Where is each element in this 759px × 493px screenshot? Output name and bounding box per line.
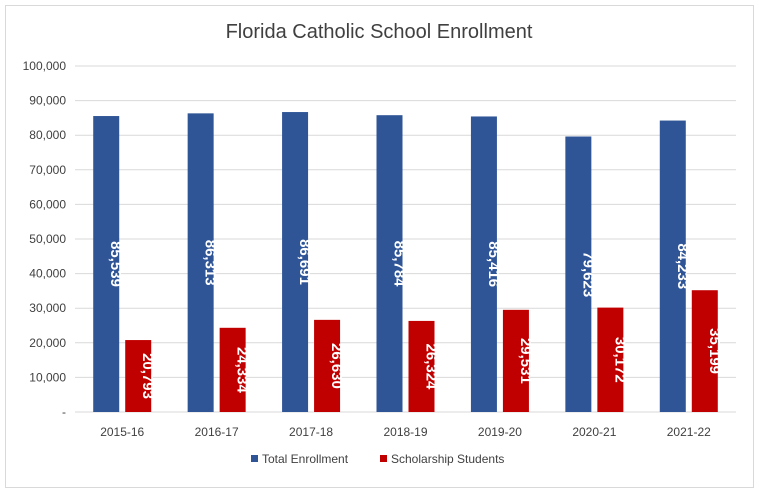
total-enrollment-bar (565, 136, 592, 412)
total-enrollment-bar (659, 120, 686, 412)
x-axis-tick-labels: 2015-16 2016-17 2017-18 2018-19 2019-20 2020-… (100, 425, 711, 439)
y-tick-label: - (62, 405, 66, 419)
scholarship-students-bar (125, 340, 152, 412)
scholarship-students-bar (408, 320, 435, 412)
total-enrollment-data-label: 86,691 (296, 239, 313, 285)
total-enrollment-data-label: 85,539 (107, 241, 124, 287)
bars (93, 112, 718, 413)
y-tick-label: 50,000 (29, 232, 66, 246)
total-enrollment-data-label: 85,416 (485, 241, 502, 287)
legend: Total Enrollment Scholarship Students (251, 452, 504, 466)
y-axis-tick-labels: - 10,000 20,000 30,000 40,000 50,000 60,000 70,… (23, 59, 67, 419)
scholarship-students-data-label: 29,531 (517, 338, 534, 384)
scholarship-students-bar (597, 307, 624, 412)
total-enrollment-bar (187, 113, 214, 412)
legend-label-total-enrollment: Total Enrollment (262, 452, 349, 466)
x-tick-label: 2015-16 (100, 425, 144, 439)
scholarship-students-bar (691, 290, 718, 412)
total-enrollment-data-label: 85,784 (391, 241, 408, 288)
x-tick-label: 2020-21 (572, 425, 616, 439)
y-tick-label: 60,000 (29, 197, 66, 211)
total-enrollment-bar (282, 112, 309, 413)
y-tick-label: 100,000 (23, 59, 67, 73)
gridlines (75, 65, 736, 413)
total-enrollment-bar (470, 116, 497, 413)
y-tick-label: 20,000 (29, 336, 66, 350)
scholarship-students-data-label: 20,793 (139, 353, 156, 399)
y-tick-label: 90,000 (29, 94, 66, 108)
scholarship-students-data-label: 30,172 (611, 337, 628, 383)
x-tick-label: 2018-19 (383, 425, 427, 439)
scholarship-students-bar (314, 319, 341, 412)
y-tick-label: 10,000 (29, 370, 66, 384)
y-tick-label: 70,000 (29, 163, 66, 177)
total-enrollment-bar (93, 116, 120, 412)
x-tick-label: 2017-18 (289, 425, 333, 439)
total-enrollment-data-label: 84,233 (674, 243, 691, 289)
scholarship-students-bar (219, 327, 246, 412)
scholarship-students-bar (502, 309, 529, 412)
scholarship-students-data-label: 24,334 (234, 347, 251, 394)
scholarship-students-data-label: 26,324 (423, 344, 440, 391)
x-tick-label: 2019-20 (478, 425, 522, 439)
total-enrollment-data-label: 86,313 (202, 240, 219, 286)
y-tick-label: 80,000 (29, 128, 66, 142)
scholarship-students-data-label: 35,199 (706, 328, 723, 374)
x-tick-label: 2016-17 (195, 425, 239, 439)
total-enrollment-data-label: 79,623 (579, 251, 596, 297)
legend-swatch-total-enrollment (251, 455, 258, 462)
bar-data-labels: 85,539 20,793 86,313 24,334 86,691 26,630 85,7… (107, 239, 723, 399)
y-tick-label: 40,000 (29, 267, 66, 281)
total-enrollment-bar (376, 115, 403, 412)
x-tick-label: 2021-22 (667, 425, 711, 439)
legend-label-scholarship-students: Scholarship Students (391, 452, 504, 466)
chart-title: Florida Catholic School Enrollment (226, 21, 533, 43)
scholarship-students-data-label: 26,630 (328, 343, 345, 389)
y-tick-label: 30,000 (29, 301, 66, 315)
legend-swatch-scholarship-students (380, 455, 387, 462)
